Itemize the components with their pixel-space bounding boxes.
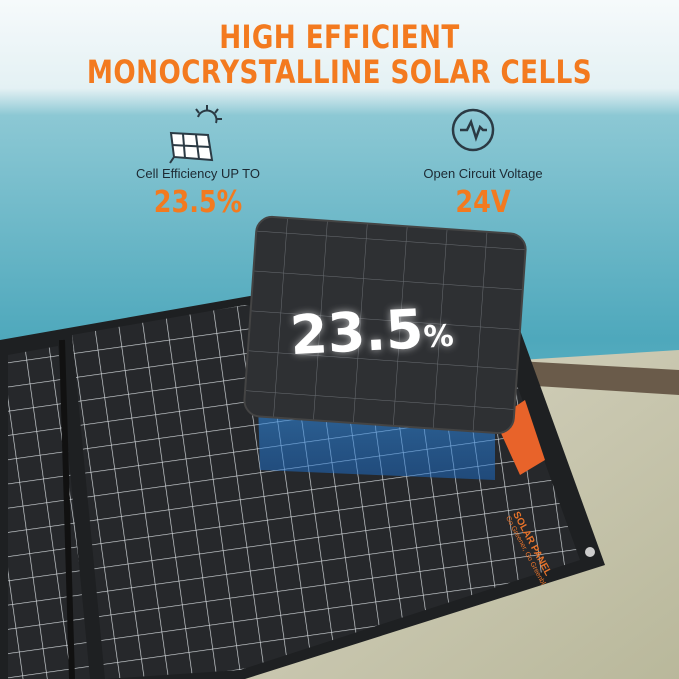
feature-value: 24V: [455, 185, 511, 220]
rocks: [500, 360, 679, 395]
feature-label: Open Circuit Voltage: [423, 166, 543, 181]
feature-label: Cell Efficiency UP TO: [135, 166, 261, 181]
headline-line-2: MONOCRYSTALLINE SOLAR CELLS: [86, 53, 593, 91]
voltage-waveform-icon: [451, 108, 495, 152]
feature-open-circuit-voltage: Open Circuit Voltage 24V: [373, 162, 593, 220]
floating-cell-tile: [243, 215, 527, 480]
tile-number: 23.5: [288, 297, 425, 368]
headline-line-1: HIGH EFFICIENT: [219, 18, 460, 56]
feature-value: 23.5%: [153, 185, 243, 220]
tile-unit: %: [422, 318, 455, 356]
feature-cell-efficiency: Cell Efficiency UP TO 23.5%: [88, 162, 308, 220]
grommet: [585, 547, 595, 557]
tile-efficiency-text: 23.5%: [288, 296, 454, 367]
solar-panel-sun-icon: [169, 105, 222, 164]
